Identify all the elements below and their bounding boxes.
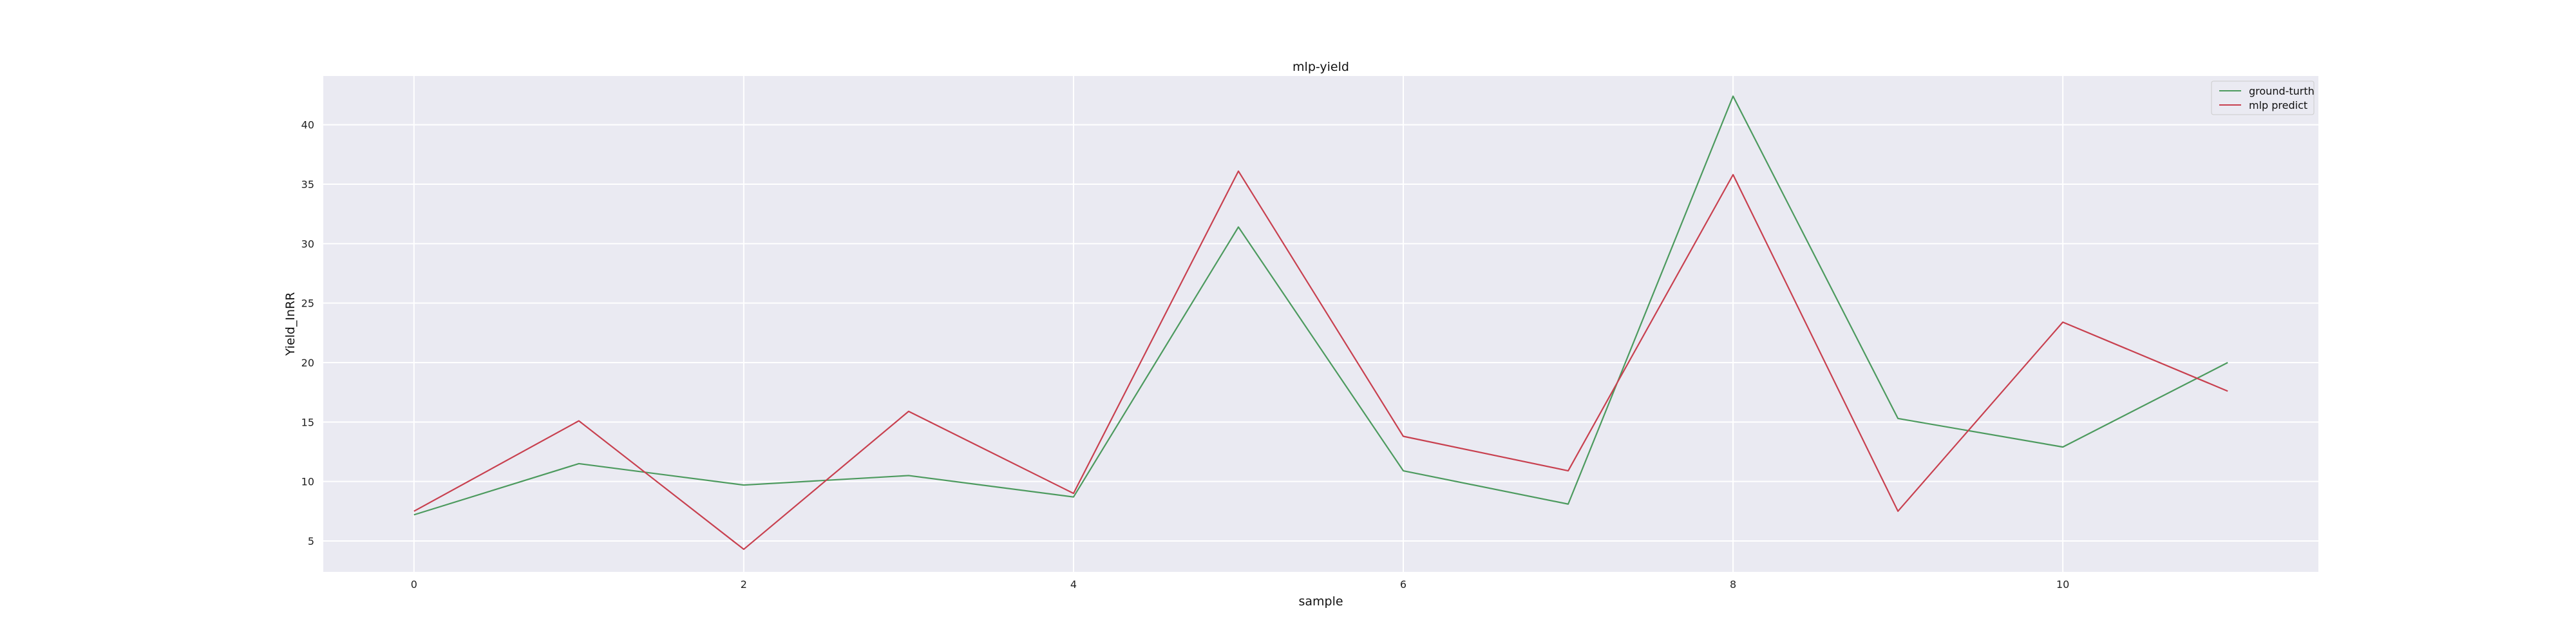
x-tick-label: 8 [1730, 578, 1736, 591]
x-axis-title: sample [1298, 594, 1343, 609]
y-tick-label: 15 [301, 416, 314, 428]
x-tick-label: 10 [2056, 578, 2069, 591]
y-tick-label: 40 [301, 119, 314, 131]
grid [323, 76, 2318, 572]
legend-label-mlp-predict: mlp predict [2249, 99, 2307, 111]
y-tick-label: 30 [301, 238, 314, 250]
series-line-mlp-predict [413, 170, 2228, 551]
x-tick-label: 0 [411, 578, 417, 591]
legend: ground-turth mlp predict [2211, 80, 2315, 115]
y-tick-label: 35 [301, 178, 314, 191]
y-tick-label: 20 [301, 357, 314, 369]
series-layer [413, 95, 2228, 551]
x-axis-ticks: 0 2 4 6 8 10 [411, 578, 2070, 591]
x-tick-label: 4 [1070, 578, 1077, 591]
y-axis-ticks: 5 10 15 20 25 30 35 40 [301, 119, 314, 547]
series-line-ground-turth [413, 95, 2228, 516]
y-axis-title: Yield_InRR [283, 292, 298, 357]
y-tick-label: 5 [308, 535, 314, 547]
y-tick-label: 25 [301, 298, 314, 310]
x-tick-label: 2 [741, 578, 747, 591]
chart-title: mlp-yield [1293, 60, 1349, 74]
legend-label-ground-turth: ground-turth [2249, 85, 2315, 97]
y-tick-label: 10 [301, 476, 314, 488]
x-tick-label: 6 [1400, 578, 1406, 591]
legend-box [2211, 80, 2315, 115]
plot-area [323, 76, 2318, 572]
